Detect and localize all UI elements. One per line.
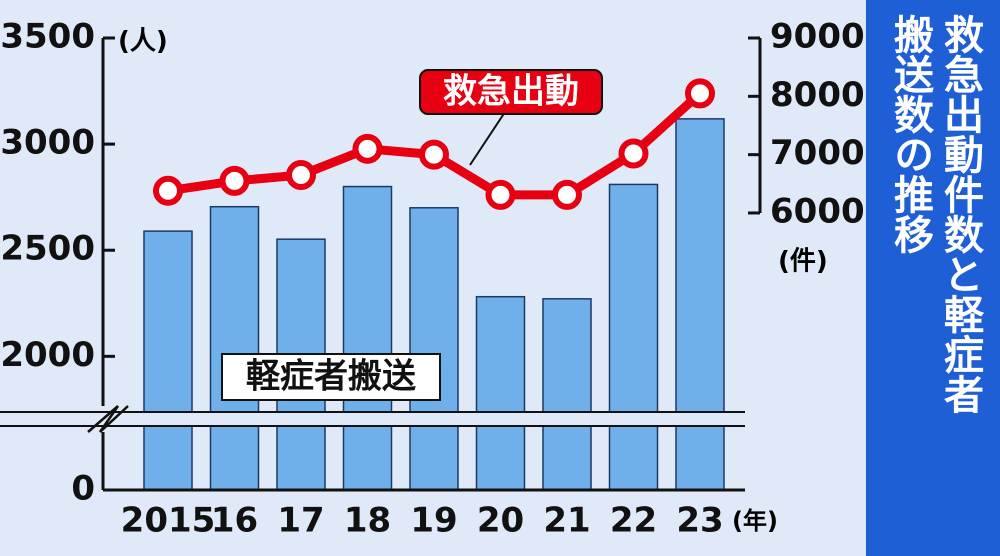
x-tick-label: 21 bbox=[543, 501, 590, 541]
bar bbox=[209, 205, 260, 491]
bar bbox=[608, 183, 659, 491]
y2-tick-label: 6000 bbox=[770, 191, 865, 231]
series-label: 軽症者搬送 bbox=[246, 357, 416, 397]
bar bbox=[542, 298, 592, 491]
line-marker bbox=[685, 78, 715, 109]
x-tick-label: 19 bbox=[410, 501, 457, 541]
chart-title: 搬送数の推移 bbox=[887, 14, 934, 254]
line-marker bbox=[552, 179, 582, 210]
x-tick-label: 22 bbox=[610, 501, 657, 541]
x-tick-label: 17 bbox=[277, 501, 324, 541]
y-tick-label: 2500 bbox=[0, 229, 95, 269]
title-panel bbox=[866, 0, 1000, 556]
x-tick-label: 18 bbox=[344, 501, 391, 541]
x-tick-label: 16 bbox=[211, 501, 258, 541]
bar bbox=[143, 230, 193, 491]
bar bbox=[675, 118, 725, 491]
line-marker bbox=[153, 175, 183, 206]
y-tick-label: 3500 bbox=[0, 17, 95, 57]
line-marker bbox=[286, 160, 316, 191]
x-tick-label: 20 bbox=[477, 501, 524, 541]
line-marker bbox=[618, 138, 649, 169]
bar bbox=[409, 207, 459, 491]
y-tick-label: 2000 bbox=[0, 335, 95, 375]
y2-unit: (件) bbox=[778, 247, 828, 277]
chart-title: 救急出動件数と軽症者 bbox=[937, 14, 984, 414]
y-tick-label: 0 bbox=[71, 469, 95, 509]
series-label-box bbox=[419, 69, 603, 115]
series-label: 救急出動 bbox=[443, 72, 579, 112]
line-marker bbox=[352, 133, 383, 164]
y2-tick-label: 9000 bbox=[770, 17, 865, 57]
break-mark bbox=[87, 405, 129, 433]
callout bbox=[469, 111, 506, 166]
y-unit: (人) bbox=[118, 27, 168, 57]
x-unit: (年) bbox=[732, 507, 778, 535]
line-marker bbox=[485, 179, 516, 210]
bar bbox=[475, 295, 526, 491]
x-tick-label: 23 bbox=[676, 501, 723, 541]
y2-tick-label: 7000 bbox=[770, 133, 865, 173]
axis-break bbox=[0, 412, 745, 426]
line-marker bbox=[219, 165, 250, 196]
y2-tick-label: 8000 bbox=[770, 75, 865, 115]
series-label-box bbox=[221, 353, 441, 401]
bar bbox=[342, 185, 393, 491]
line-marker bbox=[419, 139, 449, 170]
x-tick-label: 2015 bbox=[121, 501, 216, 541]
y-tick-label: 3000 bbox=[0, 123, 95, 163]
